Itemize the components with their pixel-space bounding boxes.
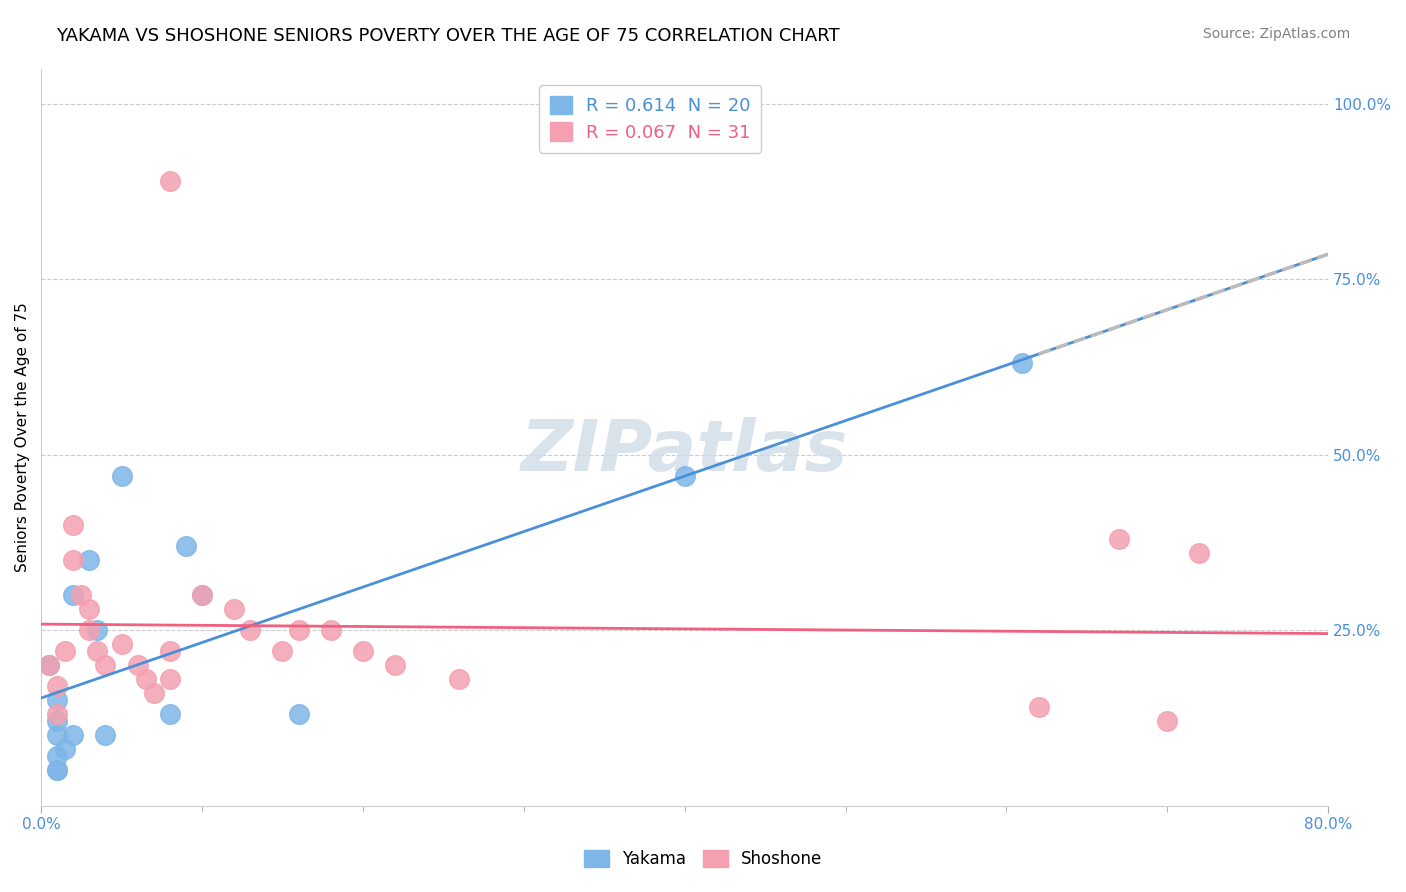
Legend: Yakama, Shoshone: Yakama, Shoshone: [576, 843, 830, 875]
Point: [46, 693, 69, 707]
Point: [62, 517, 84, 532]
Point: [449, 672, 471, 686]
Point: [94, 658, 117, 673]
Point: [53, 644, 76, 658]
Point: [38, 658, 60, 673]
Point: [46, 714, 69, 729]
Point: [159, 672, 181, 686]
Point: [1188, 546, 1211, 560]
Point: [287, 707, 309, 722]
Point: [191, 588, 214, 602]
Point: [159, 644, 181, 658]
Point: [239, 623, 262, 637]
Point: [1156, 714, 1178, 729]
Point: [46, 728, 69, 742]
Point: [38, 658, 60, 673]
Text: ZIPatlas: ZIPatlas: [522, 417, 848, 486]
Point: [384, 658, 406, 673]
Point: [271, 644, 294, 658]
Point: [53, 742, 76, 756]
Point: [46, 707, 69, 722]
Point: [70, 588, 93, 602]
Y-axis label: Seniors Poverty Over the Age of 75: Seniors Poverty Over the Age of 75: [15, 302, 30, 572]
Point: [86, 644, 108, 658]
Point: [46, 749, 69, 764]
Legend: R = 0.614  N = 20, R = 0.067  N = 31: R = 0.614 N = 20, R = 0.067 N = 31: [540, 85, 762, 153]
Point: [46, 679, 69, 693]
Point: [62, 728, 84, 742]
Point: [352, 644, 374, 658]
Point: [1108, 532, 1130, 546]
Point: [287, 623, 309, 637]
Text: YAKAMA VS SHOSHONE SENIORS POVERTY OVER THE AGE OF 75 CORRELATION CHART: YAKAMA VS SHOSHONE SENIORS POVERTY OVER …: [56, 27, 839, 45]
Point: [46, 764, 69, 778]
Point: [135, 672, 157, 686]
Text: Source: ZipAtlas.com: Source: ZipAtlas.com: [1202, 27, 1350, 41]
Point: [110, 468, 132, 483]
Point: [319, 623, 342, 637]
Point: [159, 707, 181, 722]
Point: [46, 764, 69, 778]
Point: [86, 623, 108, 637]
Point: [127, 658, 149, 673]
Point: [110, 637, 132, 651]
Point: [174, 539, 197, 553]
Point: [1028, 700, 1050, 714]
Point: [673, 468, 696, 483]
Point: [79, 623, 101, 637]
Point: [142, 686, 165, 700]
Point: [224, 602, 246, 616]
Point: [62, 553, 84, 567]
Point: [191, 588, 214, 602]
Point: [1011, 356, 1033, 370]
Point: [79, 553, 101, 567]
Point: [79, 602, 101, 616]
Point: [159, 174, 181, 188]
Point: [62, 588, 84, 602]
Point: [94, 728, 117, 742]
